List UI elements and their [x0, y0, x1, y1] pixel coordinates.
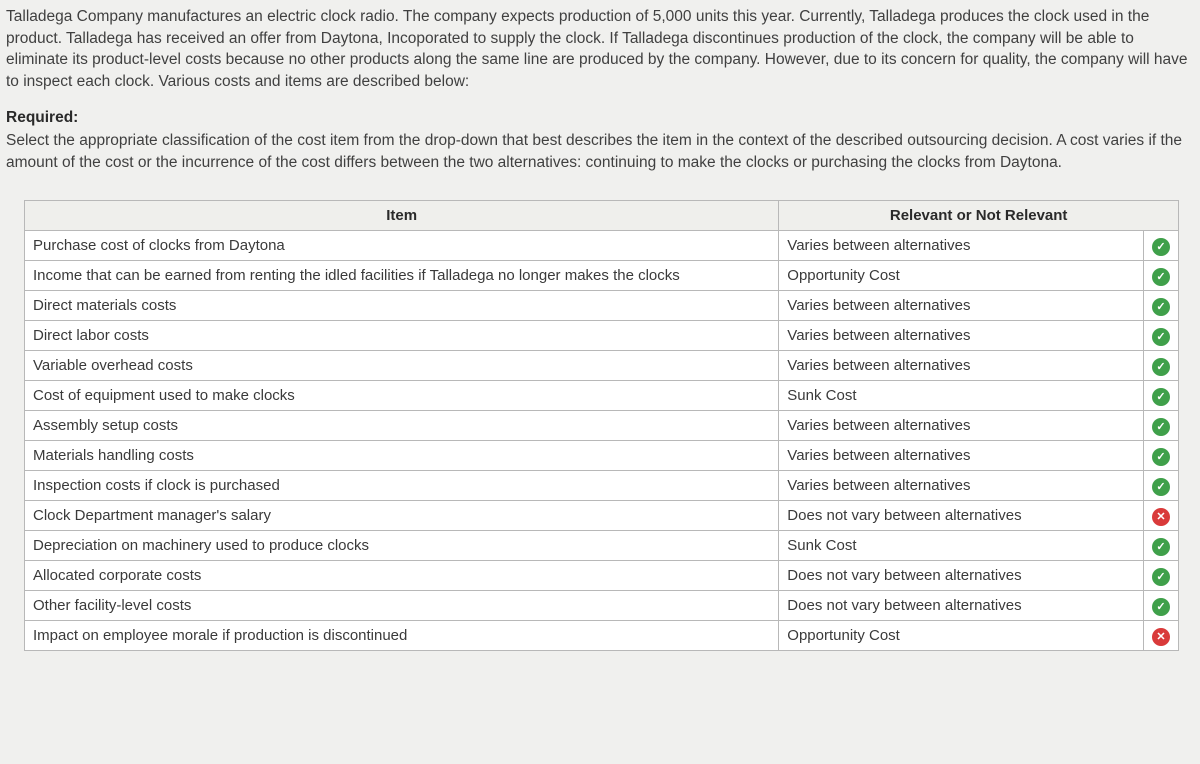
check-icon: ✓: [1152, 538, 1170, 556]
check-icon: ✓: [1152, 418, 1170, 436]
status-cell: ✓: [1144, 470, 1179, 500]
col-item-header: Item: [25, 200, 779, 230]
check-icon: ✓: [1152, 448, 1170, 466]
answer-dropdown[interactable]: Opportunity Cost: [779, 620, 1144, 650]
x-icon: ✕: [1152, 628, 1170, 646]
table-row: Inspection costs if clock is purchasedVa…: [25, 470, 1179, 500]
table-row: Purchase cost of clocks from DaytonaVari…: [25, 230, 1179, 260]
answer-dropdown[interactable]: Varies between alternatives: [779, 320, 1144, 350]
answer-dropdown[interactable]: Sunk Cost: [779, 530, 1144, 560]
item-cell: Cost of equipment used to make clocks: [25, 380, 779, 410]
status-cell: ✓: [1144, 230, 1179, 260]
status-cell: ✓: [1144, 590, 1179, 620]
status-cell: ✓: [1144, 410, 1179, 440]
item-cell: Assembly setup costs: [25, 410, 779, 440]
table-row: Materials handling costsVaries between a…: [25, 440, 1179, 470]
item-cell: Clock Department manager's salary: [25, 500, 779, 530]
answer-dropdown[interactable]: Varies between alternatives: [779, 410, 1144, 440]
table-row: Impact on employee morale if production …: [25, 620, 1179, 650]
answer-dropdown[interactable]: Varies between alternatives: [779, 440, 1144, 470]
item-cell: Allocated corporate costs: [25, 560, 779, 590]
check-icon: ✓: [1152, 358, 1170, 376]
status-cell: ✕: [1144, 620, 1179, 650]
item-cell: Other facility-level costs: [25, 590, 779, 620]
status-cell: ✓: [1144, 260, 1179, 290]
required-text: Select the appropriate classification of…: [6, 130, 1194, 173]
item-cell: Income that can be earned from renting t…: [25, 260, 779, 290]
item-cell: Purchase cost of clocks from Daytona: [25, 230, 779, 260]
item-cell: Inspection costs if clock is purchased: [25, 470, 779, 500]
item-cell: Materials handling costs: [25, 440, 779, 470]
check-icon: ✓: [1152, 388, 1170, 406]
table-row: Variable overhead costsVaries between al…: [25, 350, 1179, 380]
check-icon: ✓: [1152, 328, 1170, 346]
status-cell: ✓: [1144, 560, 1179, 590]
status-cell: ✕: [1144, 500, 1179, 530]
table-row: Direct labor costsVaries between alterna…: [25, 320, 1179, 350]
check-icon: ✓: [1152, 268, 1170, 286]
answer-dropdown[interactable]: Varies between alternatives: [779, 350, 1144, 380]
status-cell: ✓: [1144, 290, 1179, 320]
table-row: Assembly setup costsVaries between alter…: [25, 410, 1179, 440]
answer-dropdown[interactable]: Varies between alternatives: [779, 470, 1144, 500]
table-row: Depreciation on machinery used to produc…: [25, 530, 1179, 560]
check-icon: ✓: [1152, 598, 1170, 616]
answer-dropdown[interactable]: Opportunity Cost: [779, 260, 1144, 290]
status-cell: ✓: [1144, 320, 1179, 350]
table-row: Direct materials costsVaries between alt…: [25, 290, 1179, 320]
answer-dropdown[interactable]: Varies between alternatives: [779, 290, 1144, 320]
x-icon: ✕: [1152, 508, 1170, 526]
table-row: Allocated corporate costsDoes not vary b…: [25, 560, 1179, 590]
item-cell: Direct materials costs: [25, 290, 779, 320]
status-cell: ✓: [1144, 440, 1179, 470]
item-cell: Direct labor costs: [25, 320, 779, 350]
table-row: Clock Department manager's salaryDoes no…: [25, 500, 1179, 530]
table-row: Other facility-level costsDoes not vary …: [25, 590, 1179, 620]
item-cell: Variable overhead costs: [25, 350, 779, 380]
answer-dropdown[interactable]: Does not vary between alternatives: [779, 500, 1144, 530]
table-row: Cost of equipment used to make clocksSun…: [25, 380, 1179, 410]
answer-dropdown[interactable]: Varies between alternatives: [779, 230, 1144, 260]
status-cell: ✓: [1144, 530, 1179, 560]
check-icon: ✓: [1152, 478, 1170, 496]
answer-dropdown[interactable]: Sunk Cost: [779, 380, 1144, 410]
check-icon: ✓: [1152, 238, 1170, 256]
item-cell: Depreciation on machinery used to produc…: [25, 530, 779, 560]
col-answer-header: Relevant or Not Relevant: [779, 200, 1179, 230]
table-header-row: Item Relevant or Not Relevant: [25, 200, 1179, 230]
answer-dropdown[interactable]: Does not vary between alternatives: [779, 590, 1144, 620]
required-label: Required:: [6, 107, 1194, 129]
item-cell: Impact on employee morale if production …: [25, 620, 779, 650]
classification-table: Item Relevant or Not Relevant Purchase c…: [24, 200, 1179, 651]
check-icon: ✓: [1152, 298, 1170, 316]
problem-intro: Talladega Company manufactures an electr…: [6, 6, 1194, 93]
check-icon: ✓: [1152, 568, 1170, 586]
answer-dropdown[interactable]: Does not vary between alternatives: [779, 560, 1144, 590]
status-cell: ✓: [1144, 380, 1179, 410]
table-row: Income that can be earned from renting t…: [25, 260, 1179, 290]
status-cell: ✓: [1144, 350, 1179, 380]
